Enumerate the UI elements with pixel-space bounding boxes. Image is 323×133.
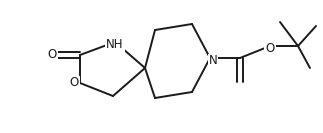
Text: O: O (47, 49, 57, 61)
Text: NH: NH (106, 38, 124, 51)
Text: O: O (266, 43, 275, 55)
Text: O: O (69, 76, 78, 90)
Text: N: N (209, 55, 217, 68)
